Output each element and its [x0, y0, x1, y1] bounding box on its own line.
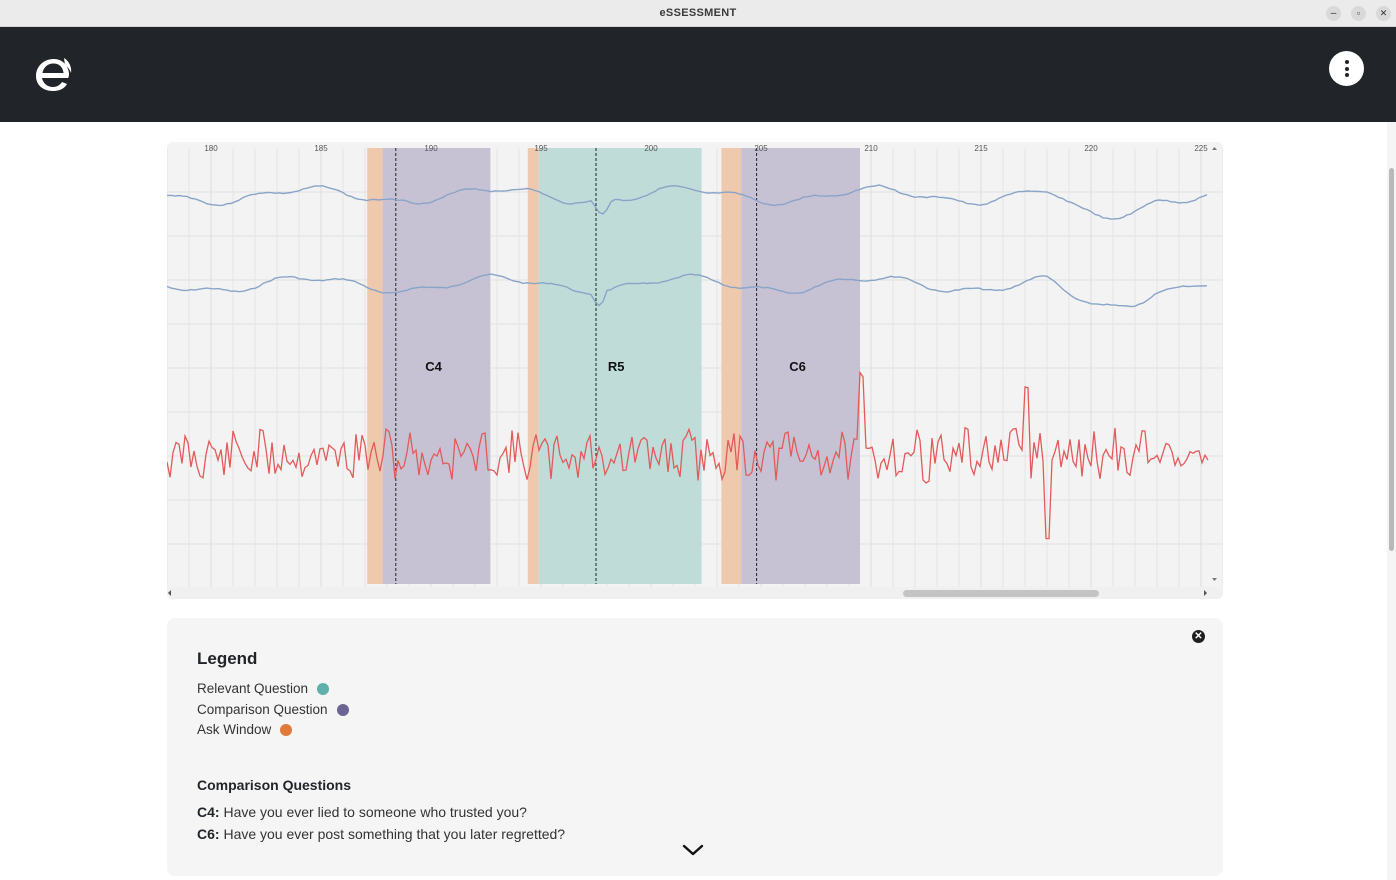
- question-region-label: C6: [789, 359, 806, 374]
- window-title: eSSESSMENT: [659, 7, 737, 19]
- ask-window-region: [721, 148, 742, 584]
- page-scrollbar-thumb[interactable]: [1389, 168, 1394, 551]
- legend-item-relevant: Relevant Question: [197, 681, 330, 696]
- legend-item-comparison: Comparison Question: [197, 702, 349, 717]
- series-line: [167, 370, 1209, 540]
- series-line: [167, 184, 1208, 220]
- scroll-down-icon: [1212, 578, 1217, 581]
- polygraph-chart[interactable]: 180 185 190 195 200 205 210 215 220 225 C4 R5 C6: [167, 142, 1223, 599]
- relevant-question-region: [538, 148, 702, 584]
- question-text: Have you ever lied to someone who truste…: [219, 804, 527, 820]
- legend-item-label: Ask Window: [197, 722, 272, 737]
- chart-horizontal-scrollbar[interactable]: [167, 587, 1223, 599]
- menu-button[interactable]: [1329, 51, 1364, 86]
- comparison-questions-title: Comparison Questions: [197, 777, 352, 793]
- x-tick-label: 215: [974, 144, 988, 153]
- x-tick-label: 190: [424, 144, 438, 153]
- chevron-down-icon[interactable]: [681, 842, 705, 858]
- legend-item-label: Comparison Question: [197, 702, 328, 717]
- legend-item-ask-window: Ask Window: [197, 722, 293, 737]
- maximize-button[interactable]: ▫: [1351, 6, 1366, 21]
- comparison-question-region: [382, 148, 491, 584]
- question-region-label: R5: [608, 359, 625, 374]
- x-tick-label: 185: [314, 144, 328, 153]
- legend-panel: ✕ Legend Relevant Question Comparison Qu…: [167, 618, 1223, 876]
- legend-title: Legend: [197, 649, 258, 668]
- series-line: [167, 273, 1208, 308]
- window-titlebar: eSSESSMENT – ▫ ✕: [0, 0, 1396, 27]
- polygraph-chart-svg: 180 185 190 195 200 205 210 215 220 225 C4 R5 C6: [167, 144, 1223, 587]
- relevant-dot-icon: [317, 682, 330, 695]
- x-tick-label: 180: [204, 144, 218, 153]
- scroll-up-icon: [1212, 147, 1217, 150]
- comparison-dot-icon: [336, 703, 349, 716]
- chart-scrollbar-thumb[interactable]: [903, 590, 1099, 597]
- x-tick-label: 200: [644, 144, 658, 153]
- ask-window-region: [527, 148, 539, 584]
- comparison-question-c4: C4: Have you ever lied to someone who tr…: [197, 804, 527, 820]
- vertical-ellipsis-icon: [1345, 60, 1349, 64]
- essessment-logo-icon[interactable]: [34, 56, 74, 94]
- question-id: C4:: [197, 804, 220, 820]
- question-region-label: C4: [425, 359, 442, 374]
- legend-item-label: Relevant Question: [197, 681, 309, 696]
- x-tick-label: 210: [864, 144, 878, 153]
- ask-window-region: [367, 148, 383, 584]
- comparison-question-c6: C6: Have you ever post something that yo…: [197, 826, 565, 842]
- question-text: Have you ever post something that you la…: [219, 826, 566, 842]
- ask-window-dot-icon: [280, 723, 293, 736]
- app-header: [0, 27, 1396, 122]
- comparison-question-region: [741, 148, 860, 584]
- minimize-button[interactable]: –: [1326, 6, 1341, 21]
- x-tick-label: 220: [1084, 144, 1098, 153]
- x-tick-label: 205: [754, 144, 768, 153]
- x-tick-label: 225: [1194, 144, 1208, 153]
- question-id: C6:: [197, 826, 220, 842]
- close-window-button[interactable]: ✕: [1376, 6, 1391, 21]
- x-tick-label: 195: [534, 144, 548, 153]
- close-circle-icon[interactable]: ✕: [1192, 630, 1205, 643]
